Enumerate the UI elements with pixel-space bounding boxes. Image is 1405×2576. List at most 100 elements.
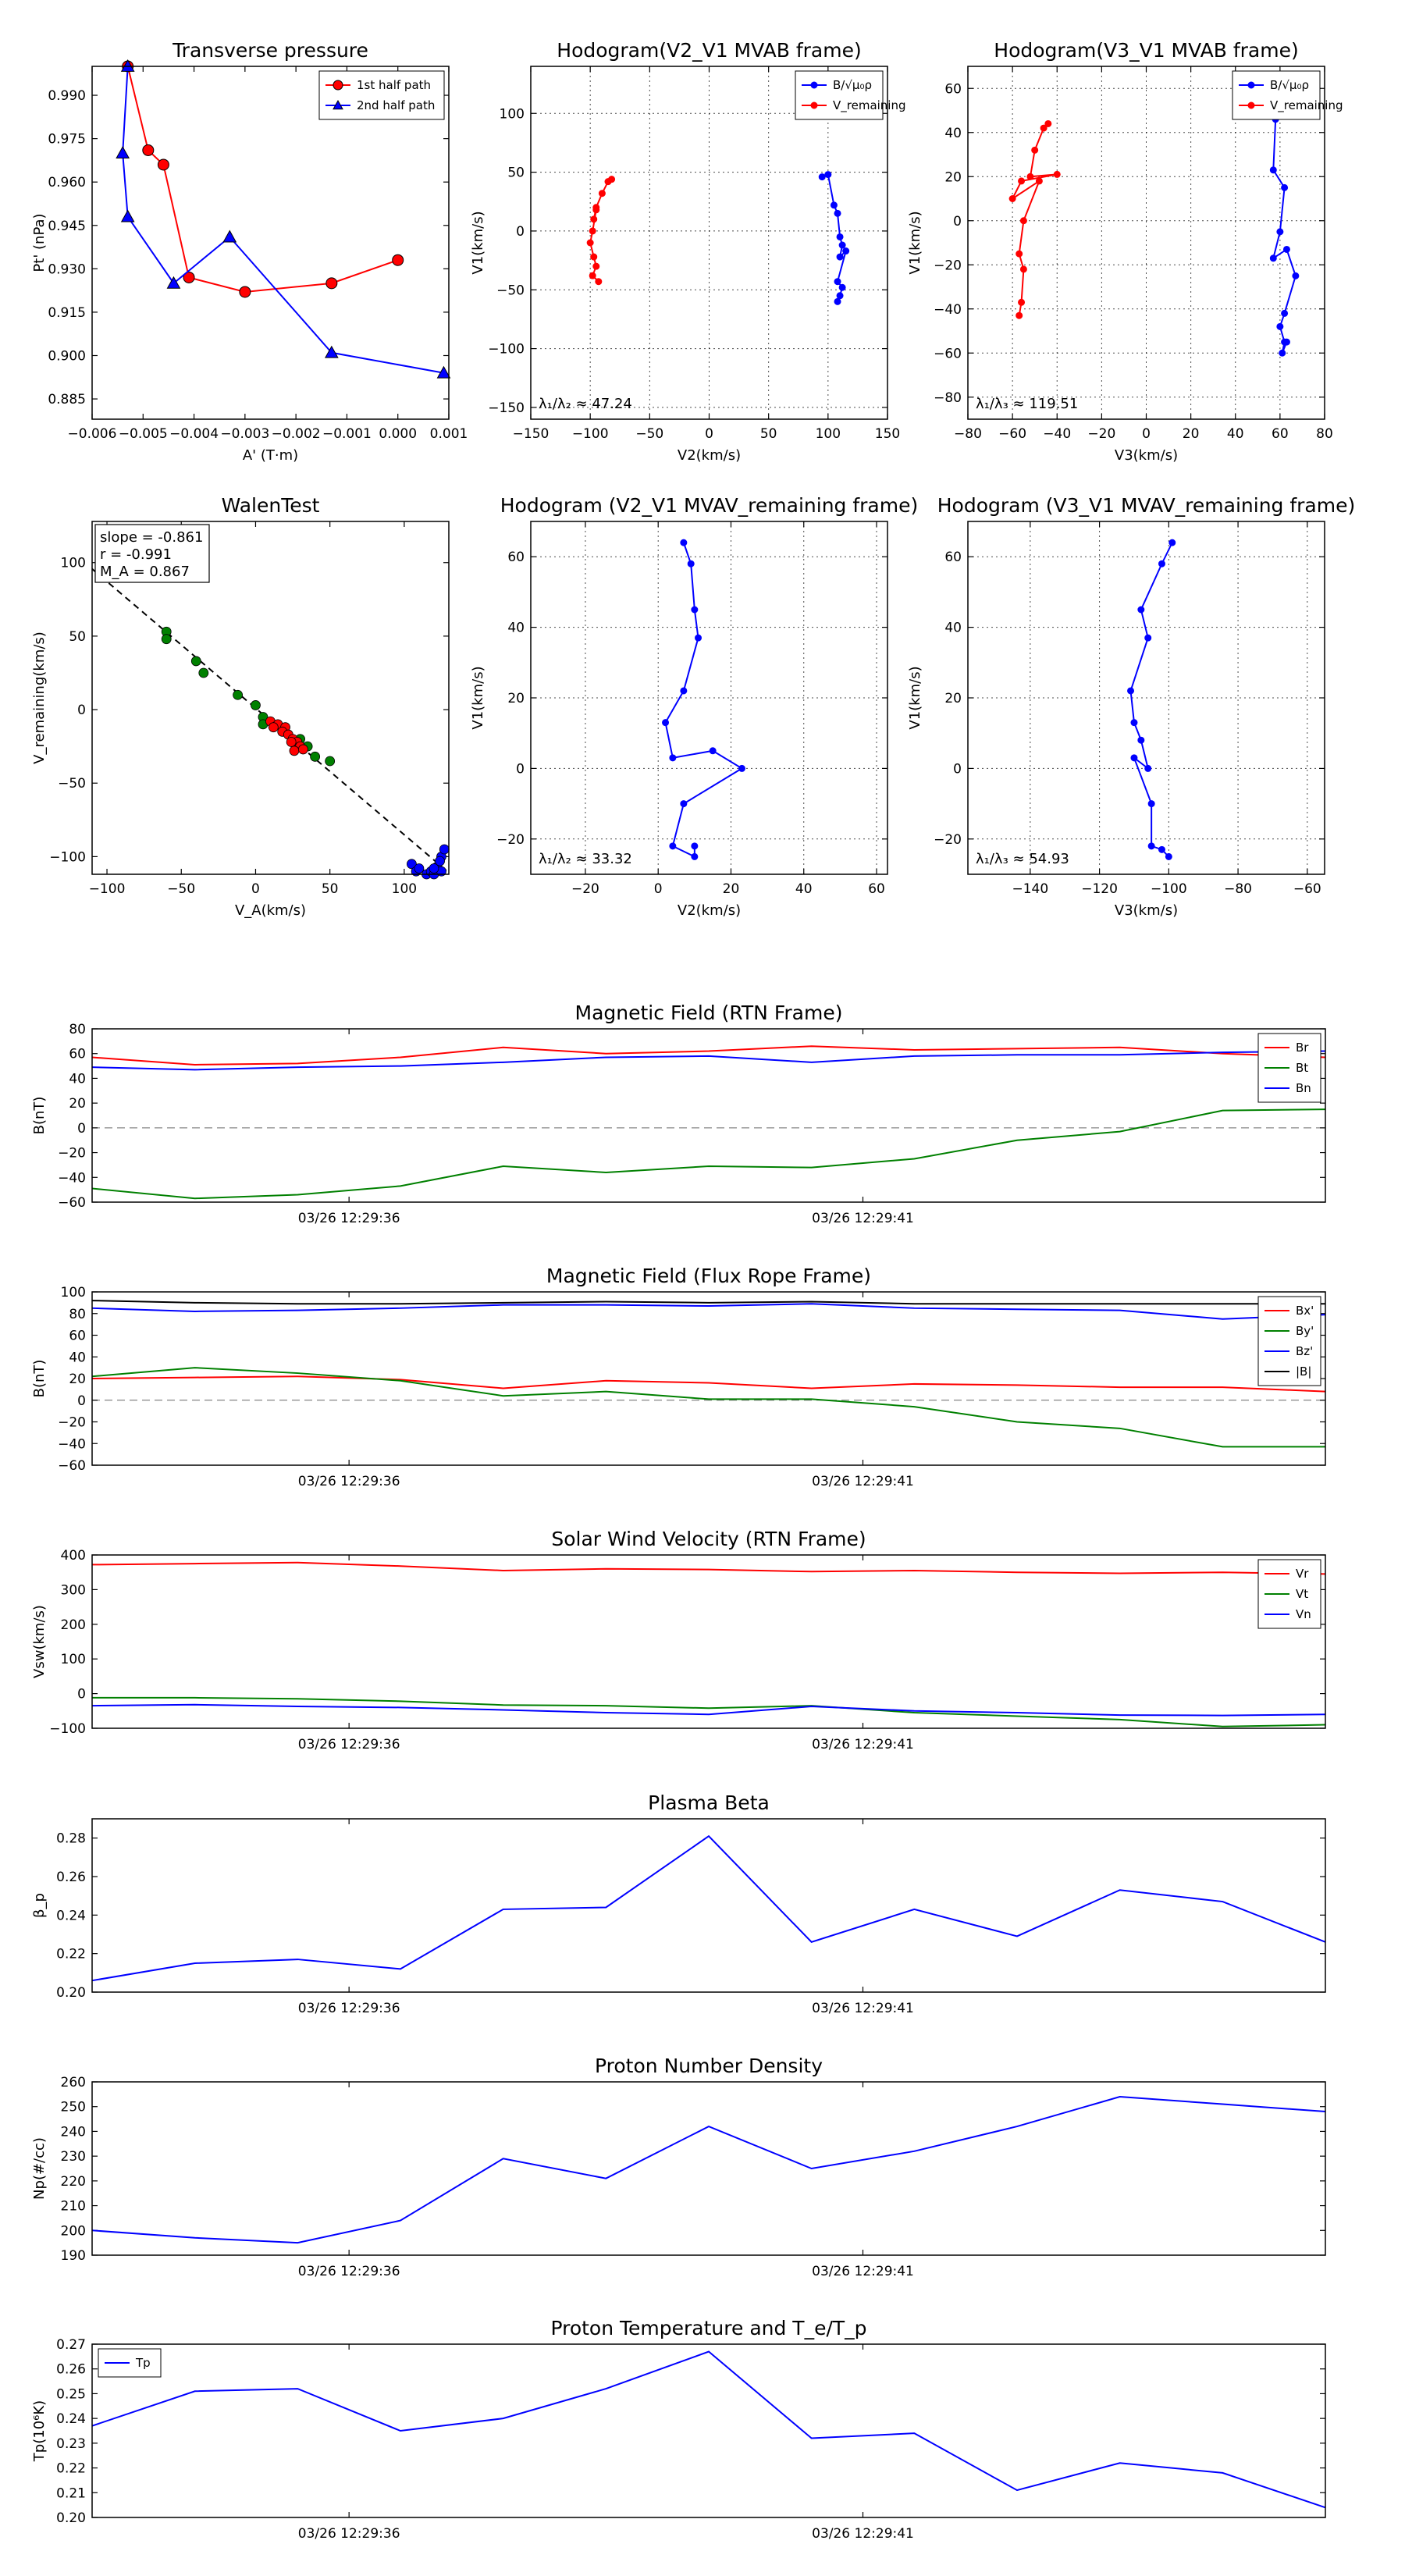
y-tick-label: 0.27 xyxy=(56,2337,86,2353)
x-tick-label: −0.004 xyxy=(169,426,219,442)
y-tick-label: 100 xyxy=(61,556,86,571)
y-tick-label: 40 xyxy=(69,1350,86,1365)
y-tick-label: 100 xyxy=(61,1652,86,1667)
x-tick-label: −20 xyxy=(1087,426,1115,442)
y-tick-label: −20 xyxy=(934,258,962,273)
data-point xyxy=(1137,606,1145,614)
data-point xyxy=(142,144,155,156)
x-axis-label: V3(km/s) xyxy=(1115,902,1178,919)
axes-frame xyxy=(91,1554,1326,1729)
data-point xyxy=(325,277,338,290)
data-point xyxy=(669,754,677,762)
data-point xyxy=(1292,272,1300,279)
y-tick-label: 60 xyxy=(507,550,525,565)
data-point xyxy=(1040,124,1048,132)
x-tick-label: −0.005 xyxy=(119,426,168,442)
axes-frame xyxy=(91,1028,1326,1203)
y-axis-label: Vsw(km/s) xyxy=(31,1605,48,1678)
x-axis-label: V_A(km/s) xyxy=(235,902,306,919)
y-tick-label: −60 xyxy=(58,1458,86,1474)
x-tick-label: −80 xyxy=(954,426,982,442)
data-point xyxy=(834,297,841,305)
y-tick-label: 50 xyxy=(69,629,86,645)
panel-top-1: Hodogram(V2_V1 MVAB frame) −150 −100 −50 0 50… xyxy=(470,39,906,464)
time-tick-label: 03/26 12:29:36 xyxy=(298,1474,400,1489)
axes-frame xyxy=(530,66,888,420)
y-tick-label: 40 xyxy=(69,1071,86,1087)
series-line-V xyxy=(664,542,744,858)
axes-frame xyxy=(91,1291,1326,1466)
annotation-line: slope = -0.861 xyxy=(100,529,203,546)
x-tick-label: −60 xyxy=(1293,881,1321,897)
annotation-line: M_A = 0.867 xyxy=(100,564,190,580)
data-point xyxy=(738,764,745,772)
y-tick-label: 260 xyxy=(61,2075,86,2090)
panel-timeseries-2: Solar Wind Velocity (RTN Frame) −100 0 100 2… xyxy=(31,1528,1326,1752)
x-tick-label: 150 xyxy=(875,426,900,442)
data-point xyxy=(838,283,846,291)
x-axis-label: V2(km/s) xyxy=(678,447,741,464)
data-point xyxy=(691,842,699,850)
y-tick-label: 20 xyxy=(944,691,962,706)
y-axis-label: Np(#/cc) xyxy=(31,2137,48,2200)
y-tick-label: 0.990 xyxy=(48,88,86,104)
legend-label: By' xyxy=(1296,1324,1314,1338)
data-point xyxy=(836,233,844,240)
data-point xyxy=(157,158,169,171)
panel-title: WalenTest xyxy=(222,494,320,517)
scatter-point xyxy=(198,667,209,678)
x-tick-label: 50 xyxy=(760,426,777,442)
data-point xyxy=(598,190,606,197)
data-point xyxy=(1018,298,1026,306)
y-tick-label: 0 xyxy=(516,761,525,777)
data-point xyxy=(116,146,130,159)
data-point xyxy=(669,842,677,850)
panel-title: Proton Temperature and T_e/T_p xyxy=(550,2317,866,2339)
series-line-B xyxy=(1272,119,1297,354)
x-tick-label: −60 xyxy=(998,426,1026,442)
legend-label: Bn xyxy=(1296,1081,1311,1095)
data-point xyxy=(324,345,339,358)
y-tick-label: 0.945 xyxy=(48,219,86,234)
y-tick-label: 0.24 xyxy=(56,2411,86,2427)
y-axis-label: V1(km/s) xyxy=(470,666,486,729)
x-tick-label: 100 xyxy=(392,881,417,897)
y-tick-label: 0.26 xyxy=(56,2362,86,2378)
data-point xyxy=(834,209,841,217)
series-line-Vt xyxy=(92,1696,1326,1727)
data-point xyxy=(709,747,717,755)
panel-top-2: Hodogram(V3_V1 MVAB frame) −80 −60 −40 −20 0 2… xyxy=(907,39,1343,464)
y-tick-label: 190 xyxy=(61,2248,86,2264)
data-point xyxy=(1269,254,1277,262)
y-axis-label: V1(km/s) xyxy=(907,666,923,729)
y-tick-label: 0.28 xyxy=(56,1831,86,1847)
data-point xyxy=(695,634,702,642)
annotation-line: r = -0.991 xyxy=(100,546,172,563)
series-line-Br xyxy=(91,1045,1326,1066)
data-point xyxy=(691,852,699,860)
data-point xyxy=(1168,539,1176,546)
eigenvalue-ratio: λ₁/λ₃ ≈ 54.93 xyxy=(976,851,1069,867)
y-tick-label: −150 xyxy=(488,400,525,416)
legend-label: Br xyxy=(1296,1041,1309,1055)
data-point xyxy=(595,278,603,286)
x-tick-label: −80 xyxy=(1224,881,1252,897)
legend: Bx' By' Bz' |B| xyxy=(1257,1296,1321,1386)
y-tick-label: 60 xyxy=(69,1047,86,1062)
data-point xyxy=(1269,166,1277,174)
scatter-point xyxy=(268,722,279,733)
y-tick-label: 0 xyxy=(77,1687,86,1703)
y-tick-label: −100 xyxy=(49,849,86,865)
y-tick-label: −50 xyxy=(496,283,525,298)
x-tick-label: 0 xyxy=(251,881,260,897)
scatter-point xyxy=(297,744,308,755)
x-tick-label: −0.003 xyxy=(220,426,269,442)
x-tick-label: 40 xyxy=(795,881,813,897)
data-point xyxy=(590,253,598,261)
panel-title: Transverse pressure xyxy=(172,39,368,62)
x-tick-label: 60 xyxy=(1272,426,1289,442)
scatter-point xyxy=(289,745,300,756)
scatter-point xyxy=(286,737,297,747)
data-point xyxy=(1127,687,1135,695)
